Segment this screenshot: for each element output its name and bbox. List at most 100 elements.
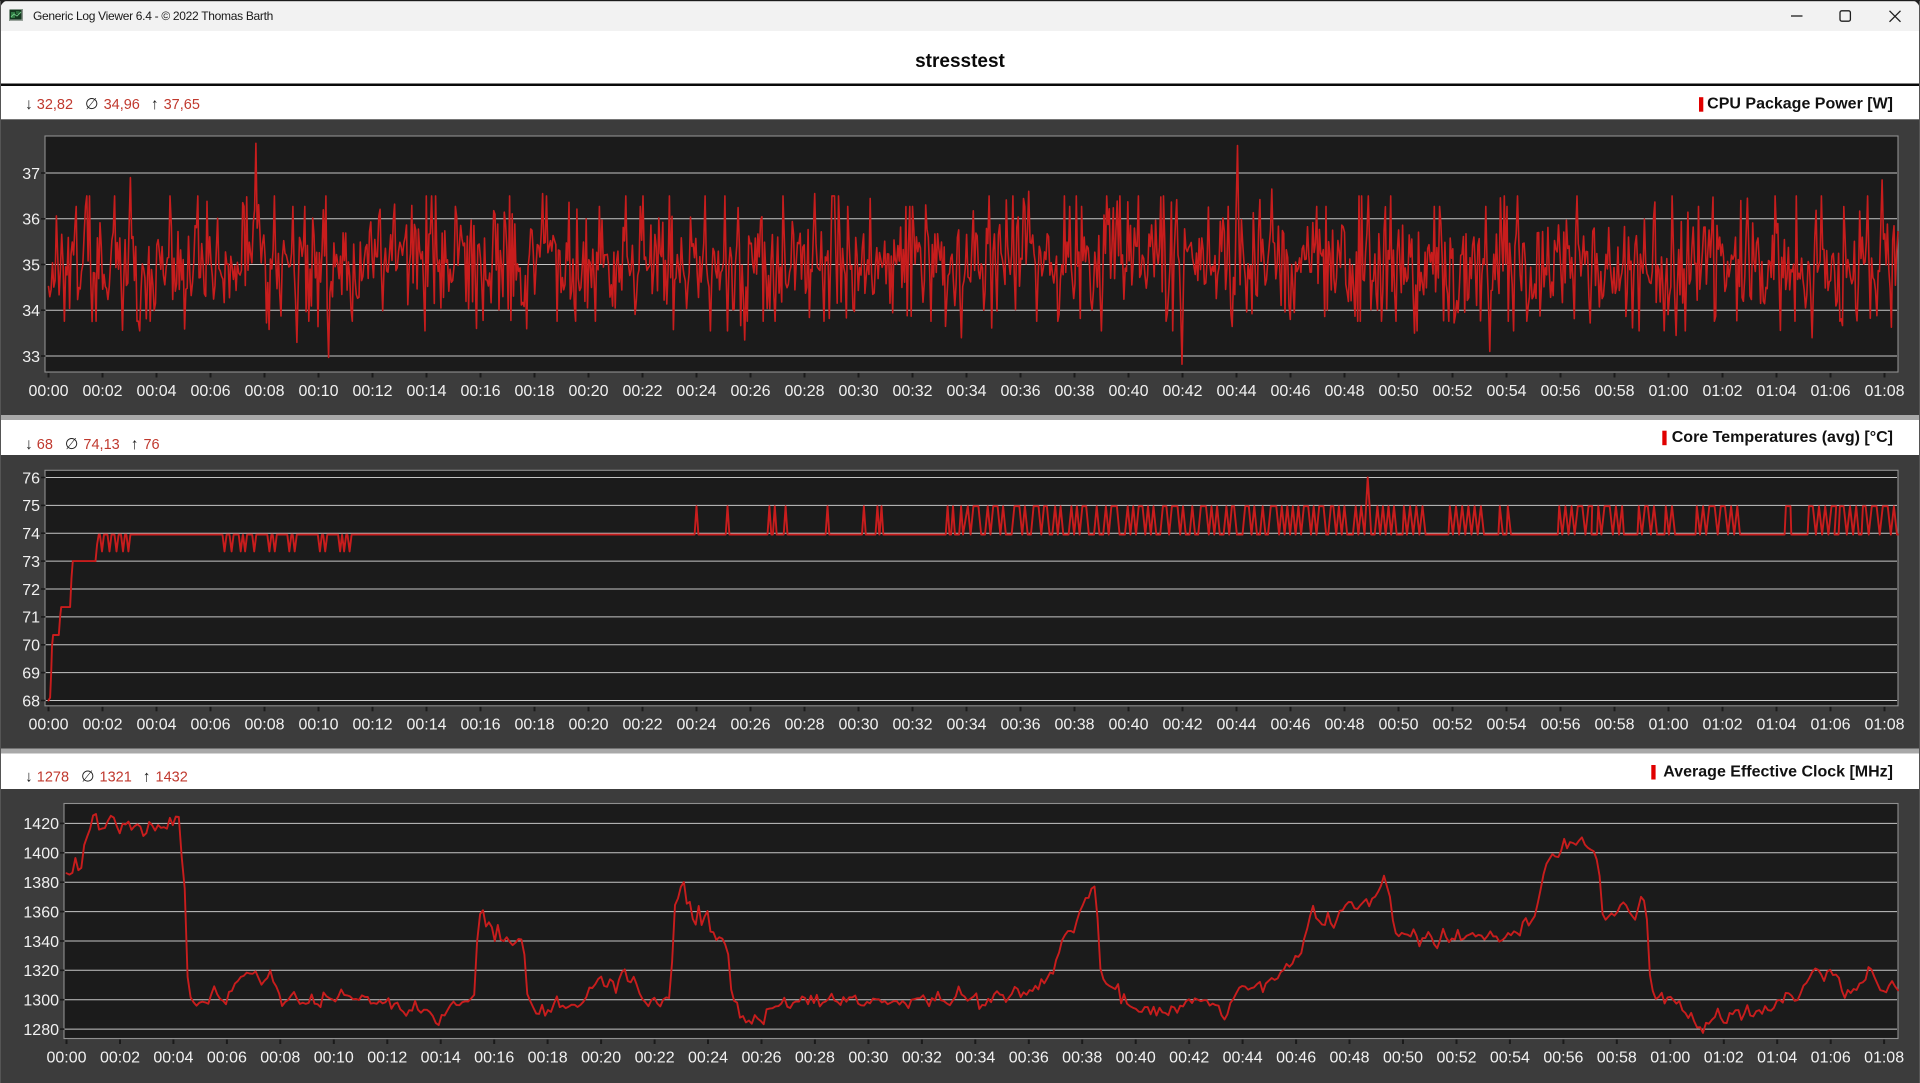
svg-text:00:14: 00:14 [406,717,446,734]
svg-text:00:02: 00:02 [82,717,122,734]
svg-text:01:06: 01:06 [1811,1049,1851,1066]
svg-text:00:28: 00:28 [795,1049,835,1066]
svg-text:01:04: 01:04 [1756,383,1796,400]
svg-text:00:50: 00:50 [1378,383,1418,400]
svg-text:00:18: 00:18 [514,383,554,400]
svg-text:00:10: 00:10 [298,717,338,734]
svg-text:↓1278∅1321↑1432: ↓ 1278 ∅ 1321 ↑ 1432 [25,769,188,786]
svg-text:00:08: 00:08 [260,1049,300,1066]
svg-text:00:52: 00:52 [1436,1049,1476,1066]
svg-text:00:06: 00:06 [207,1049,247,1066]
svg-text:01:02: 01:02 [1702,383,1742,400]
svg-text:00:18: 00:18 [514,717,554,734]
svg-text:00:54: 00:54 [1486,717,1526,734]
svg-text:00:12: 00:12 [352,717,392,734]
svg-text:00:34: 00:34 [946,383,986,400]
svg-text:00:56: 00:56 [1540,383,1580,400]
svg-text:01:08: 01:08 [1864,717,1904,734]
svg-text:00:54: 00:54 [1490,1049,1530,1066]
svg-text:00:30: 00:30 [838,717,878,734]
svg-text:00:04: 00:04 [153,1049,193,1066]
svg-text:00:02: 00:02 [82,383,122,400]
svg-text:35: 35 [22,257,40,274]
svg-text:00:58: 00:58 [1597,1049,1637,1066]
svg-text:00:04: 00:04 [136,717,176,734]
svg-text:00:08: 00:08 [244,717,284,734]
svg-text:00:12: 00:12 [352,383,392,400]
svg-text:71: 71 [22,610,40,627]
svg-text:00:46: 00:46 [1270,717,1310,734]
svg-text:Generic Log Viewer 6.4 - © 202: Generic Log Viewer 6.4 - © 2022 Thomas B… [33,9,273,23]
svg-text:00:30: 00:30 [838,383,878,400]
svg-text:00:58: 00:58 [1594,383,1634,400]
svg-text:00:16: 00:16 [460,717,500,734]
svg-text:00:56: 00:56 [1540,717,1580,734]
svg-text:00:34: 00:34 [955,1049,995,1066]
svg-text:70: 70 [22,638,40,655]
svg-text:00:00: 00:00 [46,1049,86,1066]
svg-text:00:26: 00:26 [730,717,770,734]
svg-text:00:36: 00:36 [1009,1049,1049,1066]
svg-text:00:36: 00:36 [1000,383,1040,400]
svg-text:00:26: 00:26 [730,383,770,400]
svg-text:01:00: 01:00 [1648,717,1688,734]
svg-text:00:00: 00:00 [28,717,68,734]
svg-text:00:12: 00:12 [367,1049,407,1066]
svg-text:01:08: 01:08 [1864,1049,1904,1066]
svg-text:00:22: 00:22 [622,383,662,400]
svg-text:1300: 1300 [23,993,59,1010]
svg-text:1420: 1420 [23,816,59,833]
svg-text:1380: 1380 [23,875,59,892]
svg-text:01:04: 01:04 [1757,1049,1797,1066]
svg-text:00:50: 00:50 [1378,717,1418,734]
svg-text:stresstest: stresstest [915,51,1005,72]
svg-text:1400: 1400 [23,846,59,863]
svg-text:00:44: 00:44 [1216,383,1256,400]
svg-text:00:42: 00:42 [1162,717,1202,734]
svg-text:00:22: 00:22 [635,1049,675,1066]
svg-text:69: 69 [22,665,40,682]
svg-text:00:56: 00:56 [1543,1049,1583,1066]
svg-text:↓32,82∅34,96↑37,65: ↓ 32,82 ∅ 34,96 ↑ 37,65 [25,96,200,113]
svg-text:00:42: 00:42 [1162,383,1202,400]
svg-text:00:10: 00:10 [298,383,338,400]
svg-text:00:16: 00:16 [474,1049,514,1066]
svg-text:00:14: 00:14 [406,383,446,400]
svg-text:00:20: 00:20 [581,1049,621,1066]
svg-text:34: 34 [22,303,40,320]
svg-text:↓68∅74,13↑76: ↓ 68 ∅ 74,13 ↑ 76 [25,436,160,453]
svg-text:01:00: 01:00 [1648,383,1688,400]
svg-text:33: 33 [22,349,40,366]
svg-text:00:18: 00:18 [528,1049,568,1066]
svg-text:74: 74 [22,526,40,543]
svg-text:00:32: 00:32 [892,383,932,400]
svg-text:00:52: 00:52 [1432,383,1472,400]
svg-text:Core Temperatures (avg) [°C]: Core Temperatures (avg) [°C] [1672,429,1893,446]
svg-text:00:00: 00:00 [28,383,68,400]
svg-text:00:44: 00:44 [1223,1049,1263,1066]
svg-text:1280: 1280 [23,1022,59,1039]
svg-text:01:08: 01:08 [1864,383,1904,400]
svg-text:00:20: 00:20 [568,383,608,400]
svg-text:36: 36 [22,212,40,229]
svg-text:00:38: 00:38 [1062,1049,1102,1066]
svg-text:76: 76 [22,470,40,487]
svg-text:01:02: 01:02 [1702,717,1742,734]
svg-text:00:44: 00:44 [1216,717,1256,734]
svg-text:00:40: 00:40 [1108,383,1148,400]
svg-text:00:46: 00:46 [1270,383,1310,400]
svg-text:73: 73 [22,554,40,571]
svg-text:00:38: 00:38 [1054,383,1094,400]
svg-text:00:24: 00:24 [676,717,716,734]
svg-text:00:52: 00:52 [1432,717,1472,734]
svg-text:01:06: 01:06 [1810,383,1850,400]
svg-text:00:06: 00:06 [190,717,230,734]
svg-text:00:06: 00:06 [190,383,230,400]
svg-text:00:16: 00:16 [460,383,500,400]
svg-text:00:10: 00:10 [314,1049,354,1066]
svg-text:01:06: 01:06 [1810,717,1850,734]
svg-text:00:54: 00:54 [1486,383,1526,400]
svg-text:00:58: 00:58 [1594,717,1634,734]
svg-text:00:48: 00:48 [1324,383,1364,400]
svg-text:00:28: 00:28 [784,717,824,734]
